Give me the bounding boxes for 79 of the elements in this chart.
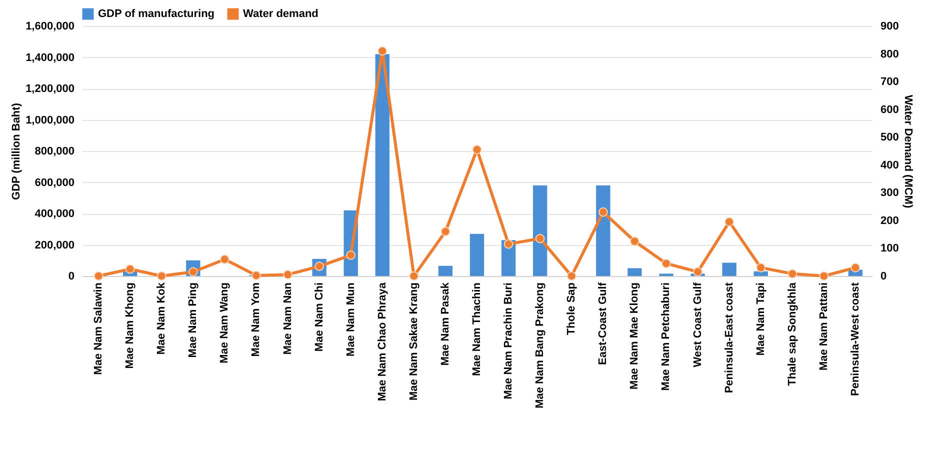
x-tick-label: Mae Nam Kok: [156, 282, 168, 355]
x-tick-label: Mae Nam Chi: [313, 282, 326, 352]
y-tick-label: 200,000: [34, 239, 74, 252]
point: [378, 46, 388, 56]
point: [535, 234, 545, 244]
bar: [596, 185, 610, 276]
point: [788, 269, 798, 278]
x-tick-label: Mae Nam Wang: [218, 282, 231, 364]
y-tick-label: 1,400,000: [26, 52, 74, 64]
point: [566, 271, 576, 281]
bar: [470, 234, 484, 276]
y2-tick-label: 600: [880, 104, 899, 116]
x-tick-label: Mae Nam Bang Prakong: [534, 282, 546, 408]
point: [125, 264, 135, 274]
x-tick-label: Thole Sap: [566, 282, 578, 336]
y2-tick-label: 800: [880, 48, 899, 60]
x-tick-label: Mae Nam Yom: [250, 282, 262, 357]
y2-tick-label: 500: [880, 132, 899, 144]
y2-tick-label: 200: [880, 214, 899, 227]
y2-axis-title: Water Demand (MCM): [902, 94, 914, 208]
x-tick-label: Mae Nam Pasak: [439, 282, 452, 366]
point: [252, 270, 261, 280]
x-tick-label: Mae Nam Pattani: [818, 282, 830, 371]
y-tick-label: 1,200,000: [26, 83, 74, 95]
point: [662, 258, 671, 268]
legend-label: Water demand: [243, 8, 318, 20]
x-tick-label: Mae Nam Tapi: [754, 282, 767, 356]
y-tick-label: 1,000,000: [26, 114, 74, 126]
y-tick-label: 400,000: [34, 208, 74, 220]
point: [756, 262, 766, 272]
bar: [628, 268, 642, 276]
x-tick-label: Mae Nam Khong: [124, 282, 136, 369]
x-tick-label: Peninsula-East coast: [723, 282, 736, 394]
x-tick-label: Mae Nam Prachin Buri: [502, 282, 515, 400]
y2-tick-label: 900: [880, 20, 899, 32]
point: [504, 239, 514, 249]
point: [283, 270, 292, 280]
point: [346, 250, 356, 260]
y-tick-label: 1,600,000: [26, 20, 74, 32]
x-tick-label: Mae Nam Thachin: [471, 282, 483, 376]
x-tick-label: Mae Nam Mun: [344, 282, 357, 356]
x-tick-label: Mae Nam Mae Klong: [628, 282, 641, 390]
point: [630, 236, 640, 246]
bar: [438, 266, 453, 276]
bar: [532, 185, 548, 276]
x-tick-label: Mae Nam Sakae Krang: [408, 282, 420, 400]
bar: [754, 271, 768, 276]
x-tick-label: Mae Nam Ping: [187, 282, 200, 358]
y2-tick-label: 100: [880, 242, 899, 255]
y2-tick-label: 300: [880, 187, 899, 200]
x-tick-label: Mae Nam Nan: [282, 282, 294, 355]
x-tick-label: Peninsula-West coast: [849, 282, 862, 396]
point: [472, 144, 482, 154]
y2-tick-label: 700: [880, 76, 899, 88]
y-tick-label: 800,000: [34, 146, 74, 158]
point: [220, 254, 230, 264]
point: [724, 217, 734, 227]
y-axis-title: GDP (million Baht): [10, 102, 23, 200]
bar: [722, 262, 736, 276]
x-tick-label: East-Coast Gulf: [597, 282, 610, 366]
x-tick-label: Mae Nam Chao Phraya: [376, 282, 388, 402]
point: [693, 267, 702, 277]
y2-tick-label: 0: [880, 270, 887, 282]
x-tick-label: Mae Nam Petchaburi: [660, 282, 672, 391]
point: [598, 207, 608, 217]
bar: [375, 54, 390, 276]
legend-label: GDP of manufacturing: [98, 8, 215, 20]
y2-tick-label: 400: [880, 159, 899, 172]
y-tick-label: 600,000: [34, 176, 74, 189]
x-tick-label: Thale sap Songkhla: [786, 282, 798, 386]
point: [409, 271, 419, 281]
point: [94, 271, 104, 281]
x-tick-label: West Coast Gulf: [692, 282, 704, 368]
point: [819, 271, 829, 281]
x-tick-label: Mae Nam Salawin: [92, 282, 105, 375]
point: [850, 262, 860, 272]
point: [156, 271, 166, 281]
y-tick-label: 0: [68, 270, 74, 282]
point: [440, 226, 450, 236]
